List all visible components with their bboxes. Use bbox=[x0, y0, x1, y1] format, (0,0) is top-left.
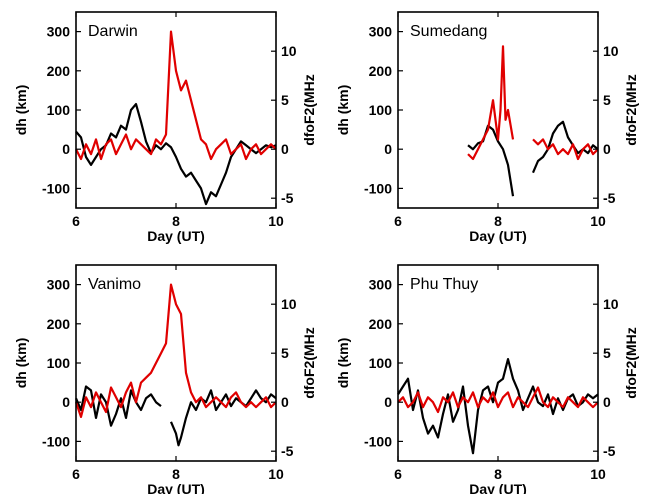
y2-axis-label: dfoF2(MHz bbox=[623, 327, 639, 399]
station-name: Phu Thuy bbox=[410, 276, 478, 293]
y2-tick-label: 0 bbox=[603, 141, 611, 157]
x-axis-label: Day (UT) bbox=[469, 228, 527, 244]
y2-tick-label: 5 bbox=[281, 345, 289, 361]
y-tick-label: 0 bbox=[62, 141, 70, 157]
x-tick-label: 10 bbox=[590, 466, 606, 482]
x-tick-label: 6 bbox=[72, 466, 80, 482]
y2-tick-label: 10 bbox=[603, 43, 619, 59]
dfof2-series-2 bbox=[532, 138, 599, 161]
y2-tick-label: -5 bbox=[603, 190, 616, 206]
y-tick-label: -100 bbox=[364, 180, 392, 196]
y-axis-label: dh (km) bbox=[335, 338, 351, 389]
station-name: Vanimo bbox=[88, 276, 141, 293]
y-tick-label: 300 bbox=[47, 24, 71, 40]
y-tick-label: 200 bbox=[47, 316, 71, 332]
y2-axis-label: dfoF2(MHz bbox=[301, 327, 317, 399]
y-tick-label: 0 bbox=[384, 141, 392, 157]
x-tick-label: 6 bbox=[72, 213, 80, 229]
x-tick-label: 10 bbox=[268, 213, 284, 229]
dfof2-series-1 bbox=[75, 30, 277, 161]
y-tick-label: 100 bbox=[369, 102, 393, 118]
y-tick-label: 300 bbox=[369, 277, 393, 293]
y-axis-label: dh (km) bbox=[335, 85, 351, 136]
y-tick-label: -100 bbox=[364, 433, 392, 449]
y2-tick-label: 10 bbox=[281, 296, 297, 312]
station-name: Sumedang bbox=[410, 23, 487, 40]
y2-tick-label: 5 bbox=[603, 92, 611, 108]
y-tick-label: 300 bbox=[369, 24, 393, 40]
y-tick-label: 200 bbox=[369, 63, 393, 79]
y2-tick-label: 5 bbox=[603, 345, 611, 361]
y-tick-label: 200 bbox=[369, 316, 393, 332]
panel-2: 6 8 10 300 200 100 0 -100 10 5 0 -5 Sumedang Day (UT)… bbox=[335, 11, 639, 244]
x-axis-label: Day (UT) bbox=[147, 481, 205, 494]
y2-tick-label: 5 bbox=[281, 92, 289, 108]
plot-frame bbox=[397, 11, 599, 209]
y-tick-label: 300 bbox=[47, 277, 71, 293]
x-axis-label: Day (UT) bbox=[147, 228, 205, 244]
dh-series-2 bbox=[169, 389, 277, 447]
y2-axis-label: dfoF2(MHz bbox=[623, 74, 639, 146]
y2-tick-label: -5 bbox=[603, 443, 616, 459]
y-tick-label: 0 bbox=[62, 394, 70, 410]
y2-tick-label: 10 bbox=[281, 43, 297, 59]
x-tick-label: 8 bbox=[172, 213, 180, 229]
x-tick-label: 8 bbox=[494, 466, 502, 482]
dfof2-series-1 bbox=[467, 45, 515, 161]
x-axis-label: Day (UT) bbox=[469, 481, 527, 494]
y2-tick-label: 0 bbox=[281, 394, 289, 410]
y-tick-label: 0 bbox=[384, 394, 392, 410]
x-tick-label: 10 bbox=[590, 213, 606, 229]
panel-1: 6 8 10 300 200 100 0 -100 10 5 0 -5 Darwin Day (UT) dh… bbox=[13, 11, 317, 244]
x-tick-label: 6 bbox=[394, 466, 402, 482]
plot-frame bbox=[75, 11, 277, 209]
x-tick-label: 8 bbox=[172, 466, 180, 482]
y-tick-label: -100 bbox=[42, 180, 70, 196]
dfof2-series-1 bbox=[74, 283, 277, 418]
dh-series-2 bbox=[531, 120, 599, 174]
y2-tick-label: 10 bbox=[603, 296, 619, 312]
x-tick-label: 10 bbox=[268, 466, 284, 482]
y-tick-label: 100 bbox=[47, 102, 71, 118]
panel-4: 6 8 10 300 200 100 0 -100 10 5 0 -5 Phu Thuy Day (UT)… bbox=[335, 264, 639, 494]
y2-tick-label: -5 bbox=[281, 190, 294, 206]
panel-3: 6 8 10 300 200 100 0 -100 10 5 0 -5 Vanimo Day (UT) dh… bbox=[13, 264, 317, 494]
dh-series-1 bbox=[75, 102, 277, 206]
y-tick-label: 100 bbox=[369, 355, 393, 371]
y-axis-label: dh (km) bbox=[13, 338, 29, 389]
x-tick-label: 6 bbox=[394, 213, 402, 229]
y2-tick-label: 0 bbox=[603, 394, 611, 410]
dh-series-1 bbox=[467, 124, 515, 197]
y-tick-label: 100 bbox=[47, 355, 71, 371]
y2-axis-label: dfoF2(MHz bbox=[301, 74, 317, 146]
station-name: Darwin bbox=[88, 23, 138, 40]
dh-series-1 bbox=[74, 385, 162, 427]
x-tick-label: 8 bbox=[494, 213, 502, 229]
y-axis-label: dh (km) bbox=[13, 85, 29, 136]
y2-tick-label: -5 bbox=[281, 443, 294, 459]
dfof2-series-1 bbox=[397, 386, 599, 414]
y-tick-label: -100 bbox=[42, 433, 70, 449]
y-tick-label: 200 bbox=[47, 63, 71, 79]
y2-tick-label: 0 bbox=[281, 141, 289, 157]
